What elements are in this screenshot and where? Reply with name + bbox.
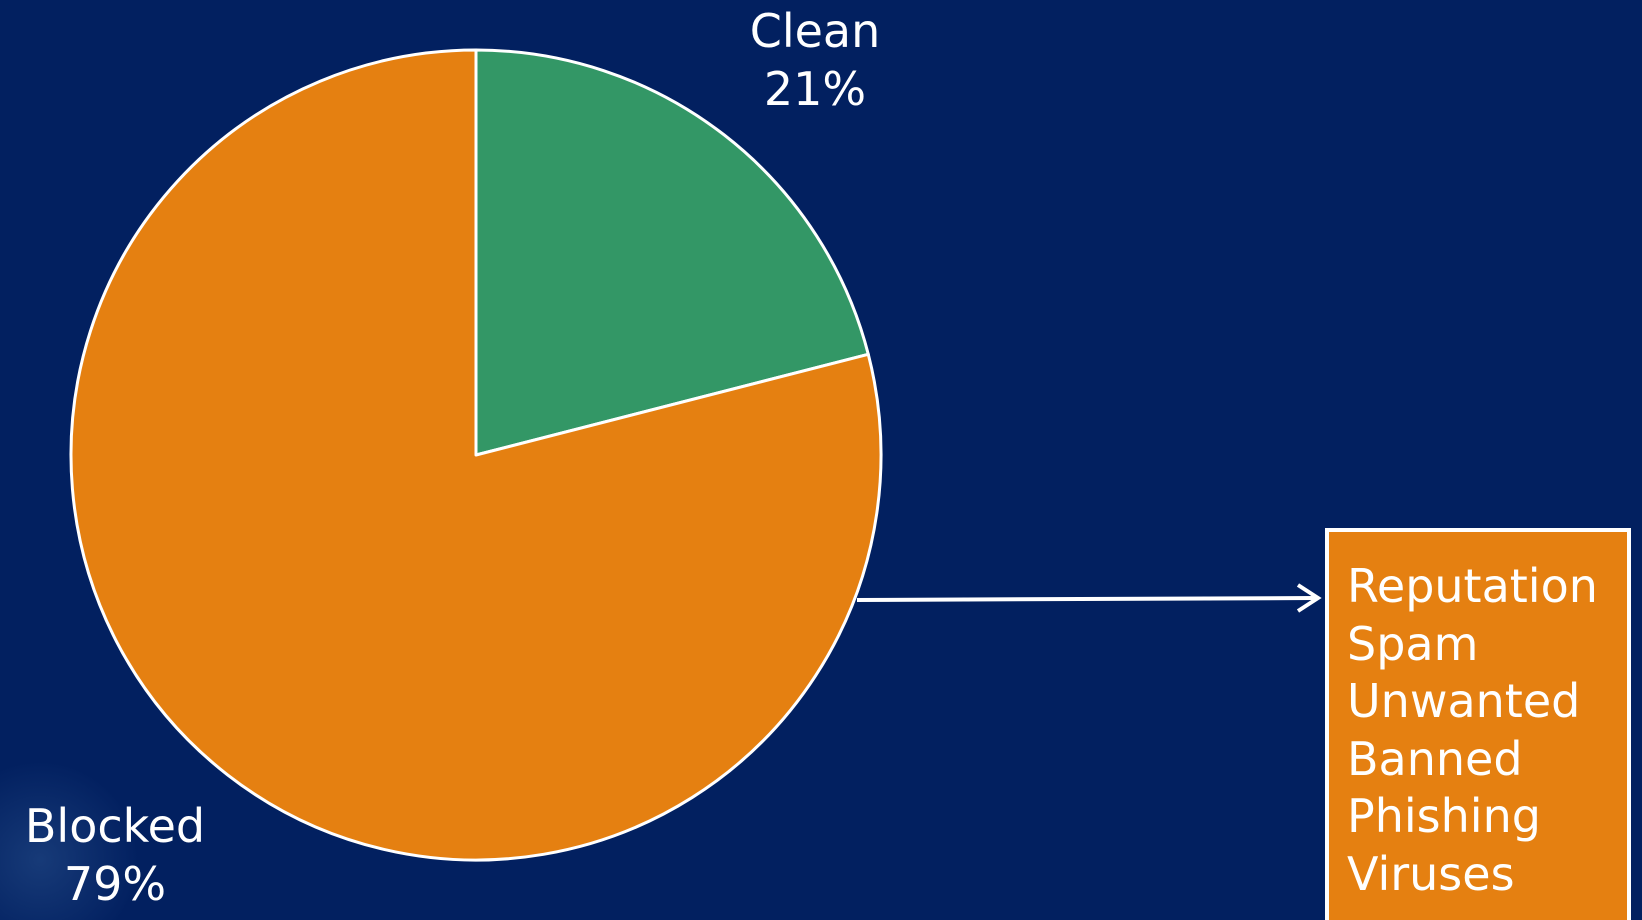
breakdown-item-banned: Banned xyxy=(1347,731,1523,786)
blocked-breakdown-list: Reputation Spam Unwanted Banned Phishing… xyxy=(1347,558,1627,903)
blocked-breakdown-box: Reputation Spam Unwanted Banned Phishing… xyxy=(1325,528,1631,920)
pie-slice-clean xyxy=(474,48,870,457)
slice-label-blocked-name: Blocked xyxy=(24,799,206,853)
slice-label-blocked-value: 79% xyxy=(63,857,167,911)
breakdown-item-viruses: Viruses xyxy=(1347,846,1515,901)
breakdown-item-unwanted: Unwanted xyxy=(1347,674,1581,728)
pie-slice-blocked xyxy=(69,48,883,862)
breakdown-item-phishing: Phishing xyxy=(1347,789,1541,843)
background-glow xyxy=(0,760,140,920)
slice-label-clean-name: Clean xyxy=(749,4,881,58)
slice-label-clean: Clean 21% xyxy=(715,2,915,118)
arrow-line xyxy=(856,596,1317,602)
slice-label-clean-value: 21% xyxy=(763,62,867,116)
breakdown-item-reputation: Reputation xyxy=(1347,559,1598,613)
pie-slices xyxy=(69,48,883,862)
callout-arrow xyxy=(856,583,1322,613)
arrow-head xyxy=(1296,583,1322,613)
breakdown-item-spam: Spam xyxy=(1347,616,1479,671)
slice-label-blocked: Blocked 79% xyxy=(0,797,230,913)
